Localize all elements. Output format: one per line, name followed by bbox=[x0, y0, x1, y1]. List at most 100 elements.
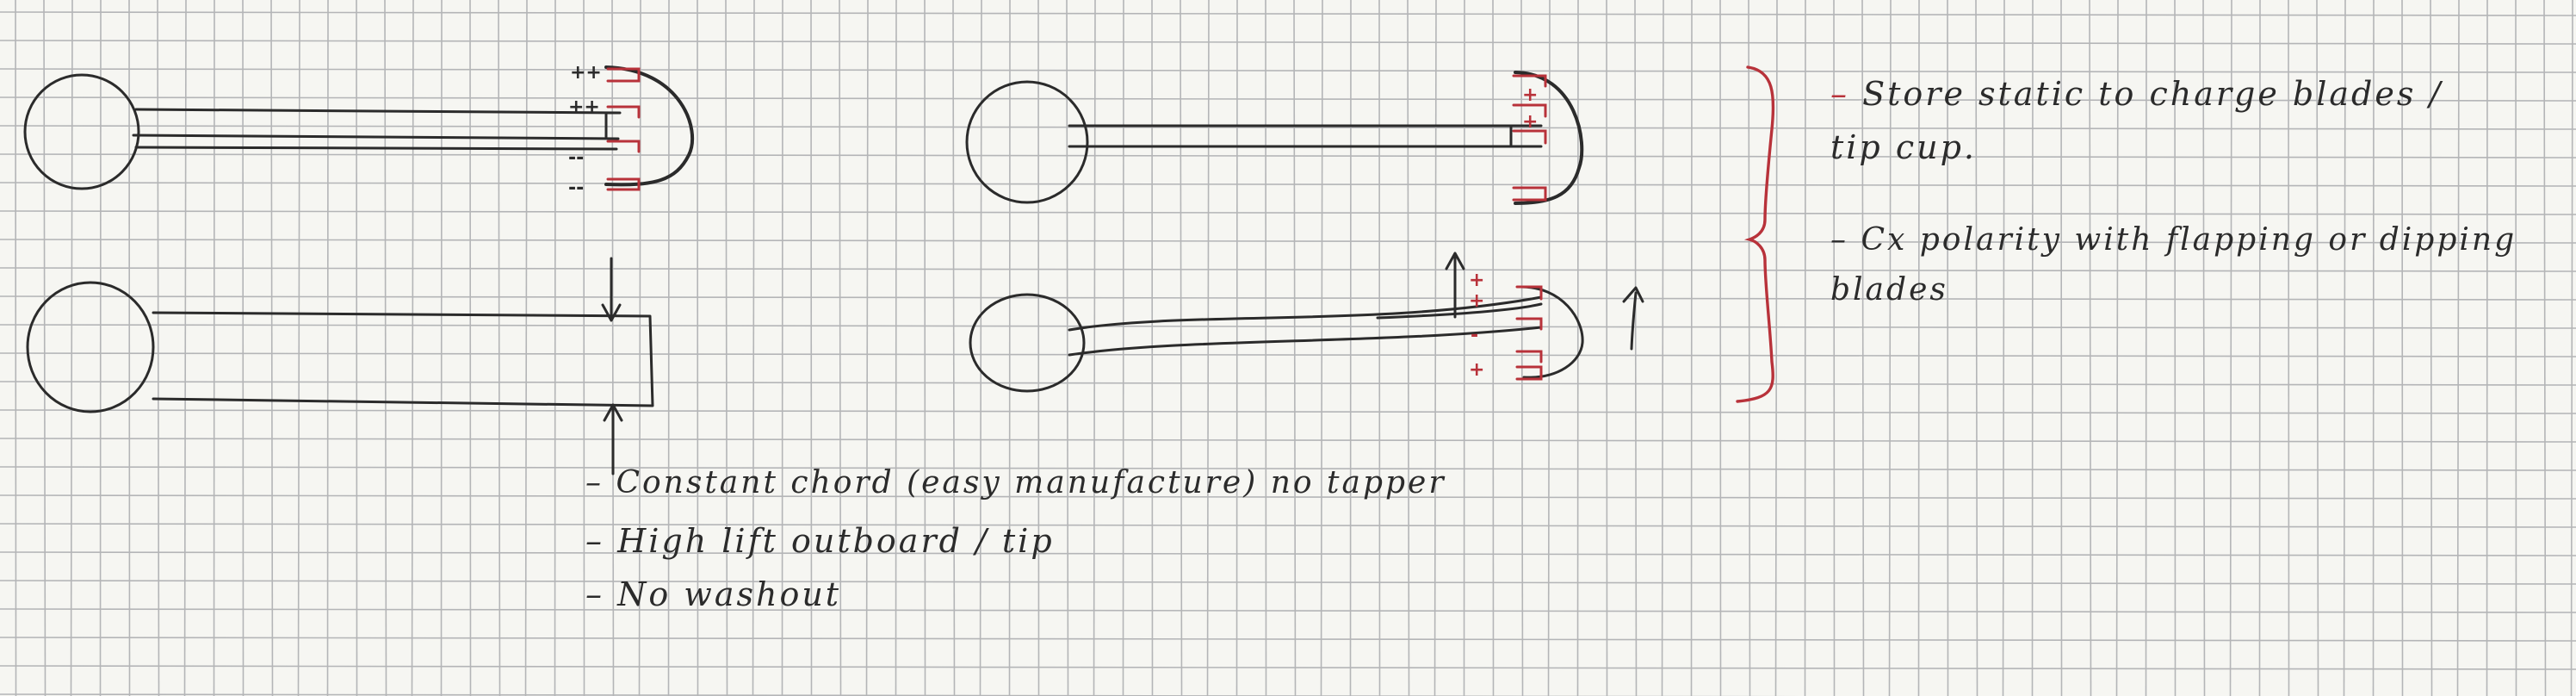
polarity-plus: + bbox=[1469, 290, 1484, 312]
grid-line-vertical bbox=[43, 0, 46, 696]
grid-line-vertical bbox=[1861, 0, 1865, 696]
grid-line-vertical bbox=[1320, 0, 1323, 696]
grid-line-vertical bbox=[524, 0, 528, 696]
grid-line-horizontal bbox=[0, 381, 2576, 386]
grid-line-vertical bbox=[1463, 0, 1465, 696]
grid-line-vertical bbox=[2258, 0, 2261, 696]
grid-line-vertical bbox=[2229, 0, 2232, 696]
grid-line-vertical bbox=[1690, 0, 1693, 696]
grid-line-vertical bbox=[583, 0, 585, 696]
polarity-plus: + bbox=[1522, 111, 1538, 133]
grid-line-vertical bbox=[1434, 0, 1437, 696]
bullet-dash: – bbox=[585, 575, 618, 613]
grid-line-vertical bbox=[2401, 0, 2404, 696]
bullet-dash: – bbox=[1830, 222, 1861, 258]
grid-line-vertical bbox=[2515, 0, 2517, 696]
grid-line-vertical bbox=[1293, 0, 1297, 696]
grid-line-vertical bbox=[70, 0, 73, 696]
grid-line-horizontal bbox=[0, 68, 2576, 73]
grid-line-horizontal bbox=[0, 551, 2576, 556]
charge-marker bbox=[606, 140, 641, 153]
polarity-minus: -- bbox=[568, 177, 584, 199]
grid-line-vertical bbox=[1349, 0, 1352, 696]
bullet-dash: – bbox=[585, 465, 616, 500]
grid-line-vertical bbox=[297, 0, 300, 696]
grid-line-horizontal bbox=[0, 608, 2576, 613]
grid-line-vertical bbox=[2543, 0, 2547, 696]
grid-line-vertical bbox=[411, 0, 414, 696]
grid-line-vertical bbox=[1833, 0, 1836, 696]
grid-line-vertical bbox=[2174, 0, 2177, 696]
grid-line-vertical bbox=[469, 0, 472, 696]
grid-line-horizontal bbox=[0, 295, 2576, 301]
grid-line-vertical bbox=[2145, 0, 2147, 696]
note-text: Constant chord (easy manufacture) no tap… bbox=[616, 465, 1446, 500]
grid-line-vertical bbox=[270, 0, 274, 696]
chord-arrow-bottom bbox=[603, 403, 623, 475]
grid-line-vertical bbox=[356, 0, 358, 696]
grid-line-vertical bbox=[1576, 0, 1579, 696]
grid-line-vertical bbox=[1947, 0, 1949, 696]
grid-line-vertical bbox=[1917, 0, 1920, 696]
grid-line-vertical bbox=[1407, 0, 1410, 696]
grid-line-vertical bbox=[1066, 0, 1069, 696]
note-cx-polarity: – Cx polarity with flapping or dipping b… bbox=[1830, 215, 2562, 315]
grid-line-vertical bbox=[1888, 0, 1892, 696]
grid-line-vertical bbox=[924, 0, 926, 696]
charge-marker bbox=[606, 67, 641, 83]
flap-arrow bbox=[1622, 286, 1644, 351]
grid-line-vertical bbox=[2002, 0, 2005, 696]
grid-line-vertical bbox=[2316, 0, 2319, 696]
grid-line-vertical bbox=[667, 0, 670, 696]
polarity-plus: ++ bbox=[568, 96, 600, 118]
grid-line-vertical bbox=[2456, 0, 2460, 696]
grid-line-vertical bbox=[1520, 0, 1524, 696]
grid-line-vertical bbox=[752, 0, 755, 696]
grid-line-vertical bbox=[2430, 0, 2433, 696]
grid-line-vertical bbox=[810, 0, 813, 696]
charge-marker bbox=[1512, 74, 1547, 88]
grid-line-vertical bbox=[2372, 0, 2375, 696]
grid-line-vertical bbox=[979, 0, 982, 696]
grid-line-horizontal bbox=[0, 438, 2576, 443]
grid-line-vertical bbox=[1093, 0, 1096, 696]
charge-marker bbox=[606, 105, 641, 119]
grid-line-vertical bbox=[2288, 0, 2290, 696]
charge-marker bbox=[1515, 285, 1543, 301]
tip-cup bbox=[604, 65, 694, 187]
grid-line-vertical bbox=[1661, 0, 1664, 696]
bullet-dash: – bbox=[1830, 75, 1863, 113]
grid-line-vertical bbox=[1235, 0, 1238, 696]
note-text: Cx polarity with flapping or dipping bla… bbox=[1830, 222, 2517, 308]
charge-marker bbox=[1515, 350, 1543, 364]
grid-line-vertical bbox=[2089, 0, 2092, 696]
grid-line-vertical bbox=[554, 0, 556, 696]
charge-marker bbox=[1512, 103, 1547, 118]
tip-cup bbox=[1518, 285, 1584, 379]
charge-marker bbox=[1512, 186, 1547, 202]
chord-arrow-top bbox=[601, 257, 622, 322]
grid-line-horizontal bbox=[0, 494, 2576, 500]
charge-marker bbox=[1515, 317, 1543, 331]
grid-line-vertical bbox=[1774, 0, 1778, 696]
grid-line-vertical bbox=[498, 0, 501, 696]
grid-line-horizontal bbox=[0, 11, 2576, 16]
polarity-plus: ++ bbox=[570, 62, 602, 84]
hub-circle bbox=[969, 293, 1086, 393]
grid-line-vertical bbox=[384, 0, 387, 696]
grid-line-vertical bbox=[157, 0, 160, 696]
blade-outline bbox=[1068, 124, 1543, 148]
grid-line-vertical bbox=[326, 0, 329, 696]
hub-circle bbox=[26, 281, 155, 413]
blade-outline bbox=[1068, 295, 1543, 357]
note-text: Store static to charge blades / tip cup. bbox=[1830, 75, 2443, 166]
grid-line-vertical bbox=[15, 0, 17, 696]
grid-line-vertical bbox=[1719, 0, 1722, 696]
grid-line-vertical bbox=[2486, 0, 2488, 696]
grid-line-vertical bbox=[1378, 0, 1381, 696]
grid-line-vertical bbox=[1037, 0, 1040, 696]
grid-line-vertical bbox=[2202, 0, 2206, 696]
grid-line-horizontal bbox=[0, 693, 1804, 696]
